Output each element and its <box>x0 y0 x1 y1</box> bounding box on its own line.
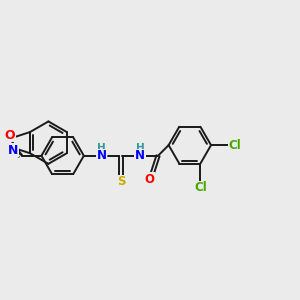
Text: N: N <box>135 149 145 162</box>
Text: Cl: Cl <box>228 139 241 152</box>
Text: S: S <box>117 175 125 188</box>
Text: N: N <box>97 149 107 162</box>
Text: H: H <box>136 143 144 153</box>
Text: H: H <box>98 143 106 153</box>
Text: N: N <box>8 144 19 157</box>
Text: O: O <box>4 129 15 142</box>
Text: Cl: Cl <box>194 182 207 194</box>
Text: O: O <box>144 172 154 186</box>
